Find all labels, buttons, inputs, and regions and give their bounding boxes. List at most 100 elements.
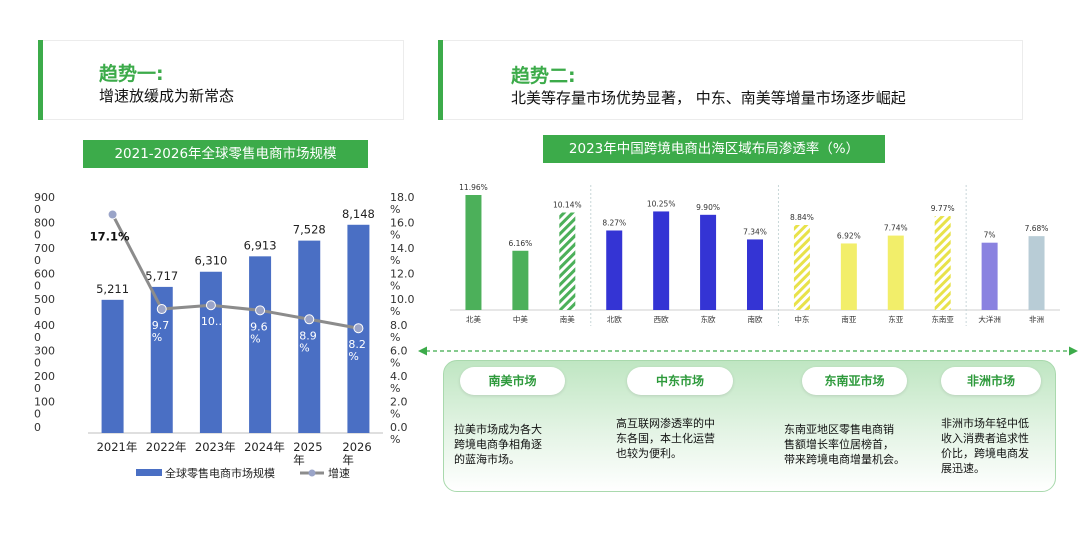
- bar: [101, 299, 124, 433]
- bar: [981, 242, 998, 310]
- bar: [747, 239, 763, 310]
- bar-value-label: 7.34%: [743, 227, 767, 236]
- growth-line: [111, 213, 359, 330]
- bar: [606, 230, 623, 310]
- x-tick-label: 西欧: [654, 314, 670, 324]
- trend-one-text: 增速放缓成为新常态: [99, 87, 235, 105]
- bar-value-label: 8.84%: [790, 213, 814, 222]
- bar-value-label: 5,717: [145, 269, 178, 283]
- region-description-line: 收入消费者追求性: [941, 432, 1029, 445]
- y-tick-label: 100 0: [34, 395, 55, 420]
- accent-bar: [438, 40, 443, 120]
- growth-value-label: 17.1%: [90, 230, 130, 244]
- x-tick-label: 南亚: [841, 314, 856, 324]
- bar: [700, 214, 717, 310]
- x-tick-label: 2021年: [97, 440, 138, 454]
- regional-markets-panel: 南美市场 拉美市场成为各大 跨境电商争相角逐 的蓝海市场。 中东市场 高互联网渗透率的中东…: [443, 360, 1056, 492]
- region-description-line: 带来跨境电商增量机会。: [784, 453, 905, 466]
- x-tick-label: 北美: [466, 314, 481, 324]
- region-description: 东南亚地区零售电商销 售额增长率位居榜首， 带来跨境电商增量机会。: [784, 422, 905, 467]
- x-tick-label: 2026 年: [342, 440, 371, 467]
- bar: [150, 286, 173, 433]
- bar: [559, 212, 576, 310]
- y2-tick-label: 12.0%: [390, 268, 415, 293]
- y2-tick-label: 16.0%: [390, 217, 415, 242]
- y-tick-label: 800 0: [34, 217, 55, 242]
- bar: [653, 211, 670, 310]
- growth-point: [107, 209, 118, 220]
- growth-value-label: 8.9%: [299, 329, 317, 354]
- region-description-line: 售额增长率位居榜首，: [784, 438, 894, 451]
- x-tick-label: 非洲: [1029, 314, 1044, 324]
- legend-line-marker: [308, 469, 316, 477]
- y-tick-label: 0: [34, 421, 41, 434]
- growth-value-label: 10.…: [201, 315, 230, 328]
- x-tick-label: 2023年: [195, 440, 236, 454]
- bar: [298, 240, 321, 433]
- y2-tick-label: 4.0%: [390, 370, 408, 395]
- trend-two-text: 北美等存量市场优势显著， 中东、南美等增量市场逐步崛起: [511, 89, 906, 107]
- x-tick-label: 南美: [560, 314, 575, 324]
- region-description-line: 展迅速。: [941, 462, 985, 475]
- legend-bar-label: 全球零售电商市场规模: [165, 466, 275, 480]
- bar-value-label: 11.96%: [459, 183, 488, 192]
- bar-value-label: 6.92%: [837, 231, 861, 240]
- growth-point: [304, 314, 315, 325]
- divider-arrow: [418, 346, 1078, 356]
- bar-value-label: 8,148: [342, 207, 375, 221]
- penetration-chart: 11.96% 北美 6.16% 中美 10.14% 南美 8.27% 北欧 10.25% 西欧 9.…: [450, 183, 1060, 326]
- trend-one-card: 趋势一: 增速放缓成为新常态: [38, 40, 404, 120]
- bar-value-label: 10.25%: [647, 199, 676, 208]
- region-pill: 非洲市场: [941, 367, 1041, 395]
- growth-point: [156, 304, 167, 315]
- trend-one-title: 趋势一:: [99, 63, 164, 85]
- bar-value-label: 7.68%: [1025, 224, 1049, 233]
- x-tick-label: 2022年: [146, 440, 187, 454]
- y2-tick-label: 6.0%: [390, 344, 408, 369]
- x-tick-label: 2024年: [244, 440, 285, 454]
- y2-tick-label: 14.0%: [390, 242, 415, 267]
- growth-value-label: 8.2%: [348, 338, 366, 363]
- x-tick-label: 东欧: [701, 314, 717, 324]
- y-tick-label: 600 0: [34, 268, 55, 293]
- market-size-chart-title: 2021-2026年全球零售电商市场规模: [83, 140, 368, 168]
- bar-value-label: 6.16%: [508, 239, 532, 248]
- bar-value-label: 10.14%: [553, 201, 582, 210]
- region-description-line: 东各国，本土化运营: [616, 432, 715, 445]
- bar: [887, 235, 904, 310]
- x-tick-label: 中美: [513, 314, 528, 324]
- region-description-line: 的蓝海市场。: [454, 453, 520, 466]
- bar-value-label: 8.27%: [602, 218, 626, 227]
- x-tick-label: 南欧: [748, 314, 763, 324]
- x-tick-label: 北欧: [607, 314, 622, 324]
- growth-value-label: 9.7%: [152, 319, 170, 344]
- bar-value-label: 7,528: [293, 223, 326, 237]
- bar-value-label: 5,211: [96, 282, 129, 296]
- trend-two-title: 趋势二:: [511, 65, 576, 87]
- bar-value-label: 9.77%: [931, 204, 955, 213]
- region-description-line: 高互联网渗透率的中: [616, 417, 715, 430]
- y2-tick-label: 2.0%: [390, 395, 408, 420]
- x-tick-label: 东亚: [888, 314, 903, 324]
- region-pill: 东南亚市场: [802, 367, 907, 395]
- y-tick-label: 700 0: [34, 242, 55, 267]
- bar: [465, 195, 482, 310]
- x-tick-label: 东南亚: [931, 314, 954, 324]
- bar-value-label: 6,913: [244, 238, 277, 252]
- region-description-line: 非洲市场年轻中低: [941, 417, 1029, 430]
- growth-point: [255, 305, 266, 316]
- legend-line-label: 增速: [328, 466, 350, 480]
- y2-tick-label: 0.0%: [390, 421, 408, 446]
- region-description: 非洲市场年轻中低 收入消费者追求性 价比，跨境电商发 展迅速。: [941, 416, 1029, 476]
- x-tick-label: 大洋洲: [978, 314, 1001, 324]
- y-tick-label: 300 0: [34, 344, 55, 369]
- bar: [840, 243, 857, 310]
- region-pill: 中东市场: [627, 367, 733, 395]
- trend-two-card: 趋势二: 北美等存量市场优势显著， 中东、南美等增量市场逐步崛起: [438, 40, 1023, 120]
- bar-value-label: 6,310: [194, 254, 227, 268]
- bar-value-label: 7.74%: [884, 224, 908, 233]
- bar: [1028, 236, 1045, 310]
- y-tick-label: 500 0: [34, 293, 55, 318]
- y2-tick-label: 18.0%: [390, 191, 415, 216]
